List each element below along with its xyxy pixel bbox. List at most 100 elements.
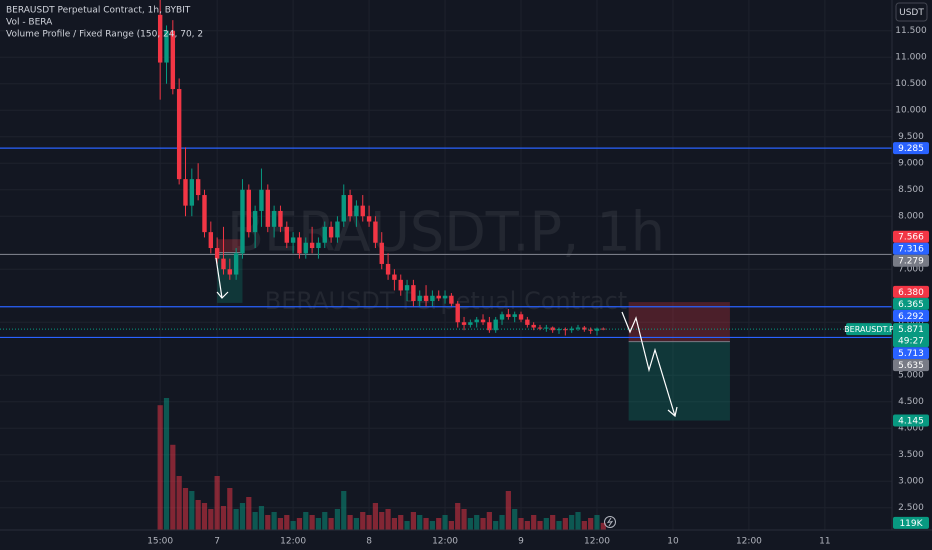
volume-bar xyxy=(182,488,189,530)
price-label: 5.635 xyxy=(898,361,924,371)
volume-bar xyxy=(486,512,492,530)
last-price-value: 5.871 xyxy=(898,325,924,335)
y-tick-label: 3.500 xyxy=(898,450,924,460)
volume-bar xyxy=(461,509,467,530)
candle-body xyxy=(157,14,163,63)
price-label-bg xyxy=(893,285,929,298)
volume-bar xyxy=(499,515,505,530)
arrow-head xyxy=(216,291,229,299)
volume-bar xyxy=(347,515,353,530)
candle-body xyxy=(512,314,517,317)
volume-bar xyxy=(575,512,581,530)
currency-button[interactable] xyxy=(895,2,928,22)
volume-legend: Vol - BERA xyxy=(6,18,53,28)
volume-bar xyxy=(360,512,366,530)
icon-bolt[interactable] xyxy=(606,517,614,527)
candle-body xyxy=(468,322,473,325)
candle-body xyxy=(569,328,574,331)
price-label: 7.316 xyxy=(898,245,924,255)
volume-bar xyxy=(309,515,315,530)
candle-body xyxy=(487,322,492,331)
candle-body xyxy=(265,189,270,227)
volume-bar xyxy=(303,512,309,530)
x-tick-label: 11 xyxy=(819,537,830,547)
price-label-bg xyxy=(893,414,929,427)
price-label-bg xyxy=(893,309,929,322)
arrow xyxy=(621,311,676,417)
price-label: 9.285 xyxy=(898,144,924,154)
countdown: 49:27 xyxy=(898,337,924,347)
candle-body xyxy=(392,274,397,280)
candle-body xyxy=(442,295,448,299)
volume-bar xyxy=(220,506,227,530)
candle-body xyxy=(544,327,549,329)
volume-bar xyxy=(246,497,252,530)
y-tick-label: 3.000 xyxy=(898,477,924,487)
arrow xyxy=(215,257,223,299)
icon-circle[interactable] xyxy=(604,516,616,528)
y-tick-label: 11.000 xyxy=(895,53,927,63)
candle-body xyxy=(322,226,327,243)
candle-body xyxy=(297,237,302,254)
volume-bar xyxy=(569,515,575,530)
price-label: 6.365 xyxy=(898,300,924,310)
candle-body xyxy=(303,242,308,254)
candle-body xyxy=(259,189,264,211)
volume-bar xyxy=(474,515,480,530)
candle-body xyxy=(284,226,289,243)
volume-bar xyxy=(588,518,594,530)
volume-bar xyxy=(448,521,454,530)
candle-body xyxy=(170,30,176,90)
volume-bar xyxy=(195,500,201,530)
candle-body xyxy=(411,285,416,302)
volume-bar xyxy=(417,515,423,530)
volume-bar xyxy=(233,509,239,530)
candle-body xyxy=(455,303,460,323)
candle-body xyxy=(176,89,182,180)
y-tick-label: 5.000 xyxy=(898,371,924,381)
candle-body xyxy=(341,195,346,222)
volume-bar xyxy=(436,518,442,530)
volume-bar xyxy=(512,509,518,530)
candle-body xyxy=(164,30,169,63)
volume-bar xyxy=(290,521,296,530)
lightning-icon[interactable] xyxy=(604,516,616,528)
candle-body xyxy=(227,269,233,275)
volume-bar xyxy=(543,518,549,530)
y-tick-label: 10.000 xyxy=(895,106,927,116)
volume-bar xyxy=(455,503,461,530)
volume-bar xyxy=(163,398,170,530)
x-tick-label: 9 xyxy=(518,537,524,547)
volume-bar xyxy=(322,512,328,530)
candle-body xyxy=(214,248,220,259)
volume-bar xyxy=(550,515,556,530)
currency-label[interactable]: USDT xyxy=(899,8,924,18)
volume-bar xyxy=(239,503,246,530)
candle-body xyxy=(385,263,391,275)
candle-body xyxy=(436,295,441,299)
candle-body xyxy=(518,314,524,320)
volume-bar xyxy=(398,515,404,530)
position-risk xyxy=(628,302,730,342)
volume-bar xyxy=(201,503,208,530)
y-tick-label: 9.500 xyxy=(898,132,924,142)
volume-bar xyxy=(334,509,341,530)
price-label: 6.292 xyxy=(898,312,924,322)
candle-body xyxy=(195,179,201,196)
price-label-bg xyxy=(893,142,929,155)
candle-body xyxy=(246,189,251,233)
price-label: 7.566 xyxy=(898,233,924,243)
volume-label: 119K xyxy=(899,519,923,529)
volume-bar xyxy=(480,518,486,530)
volume-bar xyxy=(531,515,537,530)
candle-body xyxy=(183,179,188,206)
volume-bar xyxy=(467,518,473,530)
candle-body xyxy=(493,319,498,331)
candle-body xyxy=(316,242,321,249)
candle-body xyxy=(499,314,505,320)
drawing-arrows xyxy=(215,257,678,418)
volume-bar xyxy=(265,515,271,530)
x-tick-label: 8 xyxy=(366,537,372,547)
volume-bar xyxy=(594,515,600,530)
